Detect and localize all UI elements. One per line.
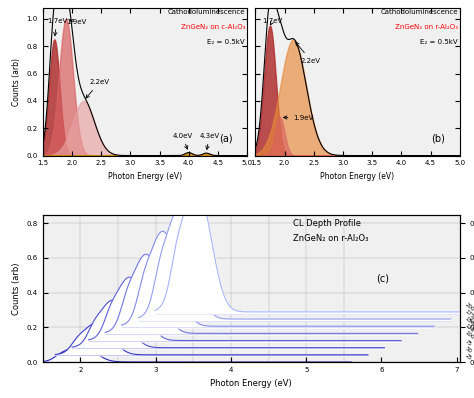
Text: 2.2eV: 2.2eV — [296, 42, 321, 64]
Text: 4.3eV: 4.3eV — [199, 133, 219, 149]
Text: ZnGeN₂ on r-Al₂O₃: ZnGeN₂ on r-Al₂O₃ — [395, 24, 458, 30]
Text: CL Depth Profile: CL Depth Profile — [293, 219, 361, 228]
X-axis label: Photon Energy (eV): Photon Energy (eV) — [320, 172, 395, 181]
Text: (c): (c) — [376, 274, 389, 284]
Text: Depth (nm): Depth (nm) — [468, 316, 474, 353]
Text: ZnGeN₂ on c-Al₂O₃: ZnGeN₂ on c-Al₂O₃ — [181, 24, 245, 30]
Text: 50: 50 — [464, 346, 472, 354]
Text: Cathodoluminescence: Cathodoluminescence — [380, 10, 458, 16]
Text: 100: 100 — [464, 330, 474, 340]
Text: 175: 175 — [464, 309, 474, 320]
Text: Cathodoluminescence: Cathodoluminescence — [168, 10, 245, 16]
Text: 75: 75 — [464, 339, 472, 347]
Text: 25: 25 — [464, 353, 472, 361]
Text: E₂ = 0.5kV: E₂ = 0.5kV — [420, 39, 458, 45]
Text: 1.7eV: 1.7eV — [262, 18, 283, 25]
Text: 1.7eV: 1.7eV — [47, 18, 67, 36]
Text: 150: 150 — [464, 316, 474, 327]
Text: 2.2eV: 2.2eV — [86, 80, 109, 98]
X-axis label: Photon Energy (eV): Photon Energy (eV) — [108, 172, 182, 181]
Y-axis label: Counts (arb): Counts (arb) — [12, 262, 21, 315]
Text: 1.9eV: 1.9eV — [283, 115, 313, 121]
Text: E₂ = 0.5kV: E₂ = 0.5kV — [208, 39, 245, 45]
Text: (b): (b) — [432, 134, 446, 144]
Y-axis label: Counts (arb): Counts (arb) — [12, 58, 21, 106]
Text: ZnGeN₂ on r-Al₂O₃: ZnGeN₂ on r-Al₂O₃ — [293, 234, 368, 243]
X-axis label: Photon Energy (eV): Photon Energy (eV) — [210, 378, 292, 388]
Text: (a): (a) — [219, 134, 233, 144]
Text: 1.9eV: 1.9eV — [66, 20, 86, 25]
Text: 125: 125 — [464, 323, 474, 334]
Text: 200: 200 — [464, 302, 474, 313]
Text: 4.0eV: 4.0eV — [173, 133, 192, 149]
